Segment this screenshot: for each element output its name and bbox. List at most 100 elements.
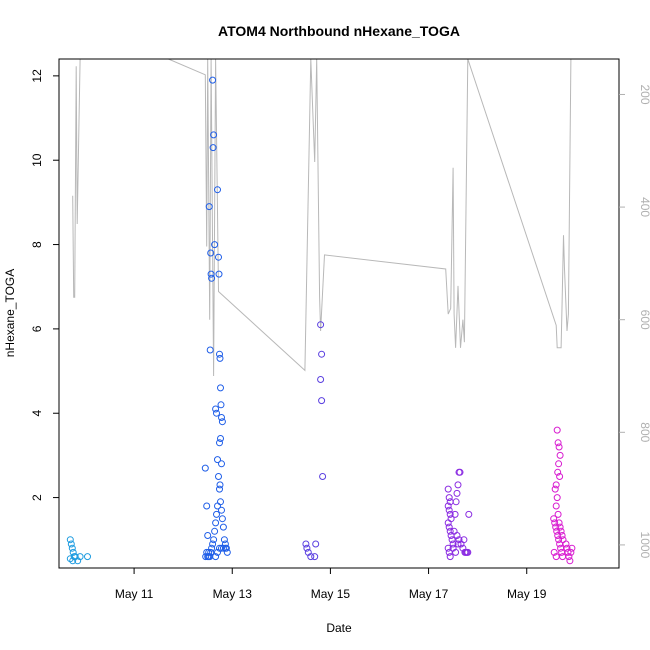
data-point [554,532,562,539]
data-point [214,456,221,464]
pressure-line [72,59,572,377]
data-point [555,536,563,544]
data-point [209,76,217,84]
data-point [460,536,468,544]
data-point [69,548,77,556]
data-point [448,536,456,544]
data-point [562,540,570,548]
y-tick-label: 6 [30,325,44,332]
right-y-tick-label: 1000 [638,532,650,559]
data-point [67,540,75,548]
data-point [445,523,453,531]
right-y-tick-label: 600 [638,310,650,330]
data-point [555,519,563,527]
y-tick-label: 10 [30,153,44,167]
data-point [219,523,227,531]
data-point [446,510,454,518]
x-axis-label: Date [326,621,352,635]
data-point [454,481,462,489]
data-point [219,544,227,552]
data-point [209,144,217,152]
y-axis-label: nHexane_TOGA [3,269,17,358]
data-point [447,532,455,539]
data-point [455,536,463,544]
right-y-tick-label: 800 [638,422,650,442]
right-y-tick-label: 200 [638,84,650,104]
data-point [211,241,219,249]
data-point [216,485,223,493]
data-point [444,485,452,493]
data-point [223,548,231,556]
data-point [218,414,225,421]
data-point [444,519,452,527]
data-point [66,536,74,544]
data-point [565,553,573,561]
data-point [317,376,325,383]
data-point [554,439,562,447]
data-point [555,443,563,451]
data-point [453,489,461,497]
x-tick-label: May 15 [311,587,351,601]
data-point [552,523,560,531]
data-point [555,460,563,468]
data-point [203,502,211,510]
data-point [558,548,566,556]
x-tick-label: May 11 [115,587,154,601]
data-point [217,498,224,506]
data-point [206,346,214,354]
data-point [557,544,565,552]
data-point [214,548,221,556]
data-point [445,506,453,514]
data-point [218,515,226,523]
data-point [318,350,326,358]
data-point [211,527,219,535]
right-y-tick-label: 400 [638,197,650,217]
data-point [84,553,91,561]
data-point [215,270,223,278]
data-point [209,540,217,548]
x-tick-label: May 13 [213,587,253,601]
data-point [213,510,220,518]
data-point [451,510,459,518]
data-point [552,481,560,489]
data-point [208,274,216,282]
data-point [567,548,575,556]
data-point [452,498,460,506]
data-point [214,502,221,510]
data-point [317,321,325,329]
data-point [563,544,571,552]
data-point [220,536,228,544]
data-point [215,473,222,480]
data-point [554,510,562,518]
data-points-layer [66,76,576,565]
data-point [212,519,220,527]
data-point [568,544,576,552]
pressure-line-layer [72,59,572,377]
data-point [551,485,559,493]
data-point [452,548,460,556]
data-point [204,532,212,539]
data-point [303,544,311,552]
data-point [445,494,453,502]
y-axis-left: 2 4 6 8 10 12 [30,69,59,501]
y-tick-label: 12 [30,69,44,83]
data-point [208,544,216,552]
data-point [218,418,226,426]
y-tick-label: 8 [30,241,44,248]
y-tick-label: 2 [30,494,44,501]
data-point [68,544,76,552]
data-point [217,401,225,409]
data-point [216,350,223,358]
data-point [566,557,574,565]
data-point [216,481,224,489]
data-point [550,515,558,523]
data-point [556,523,564,531]
chart-title: ATOM4 Northbound nHexane_TOGA [218,23,460,39]
data-point [215,253,222,261]
data-point [552,553,560,561]
data-point [453,532,461,539]
data-point [302,540,310,548]
x-tick-label: May 17 [409,587,449,601]
data-point [212,405,220,413]
